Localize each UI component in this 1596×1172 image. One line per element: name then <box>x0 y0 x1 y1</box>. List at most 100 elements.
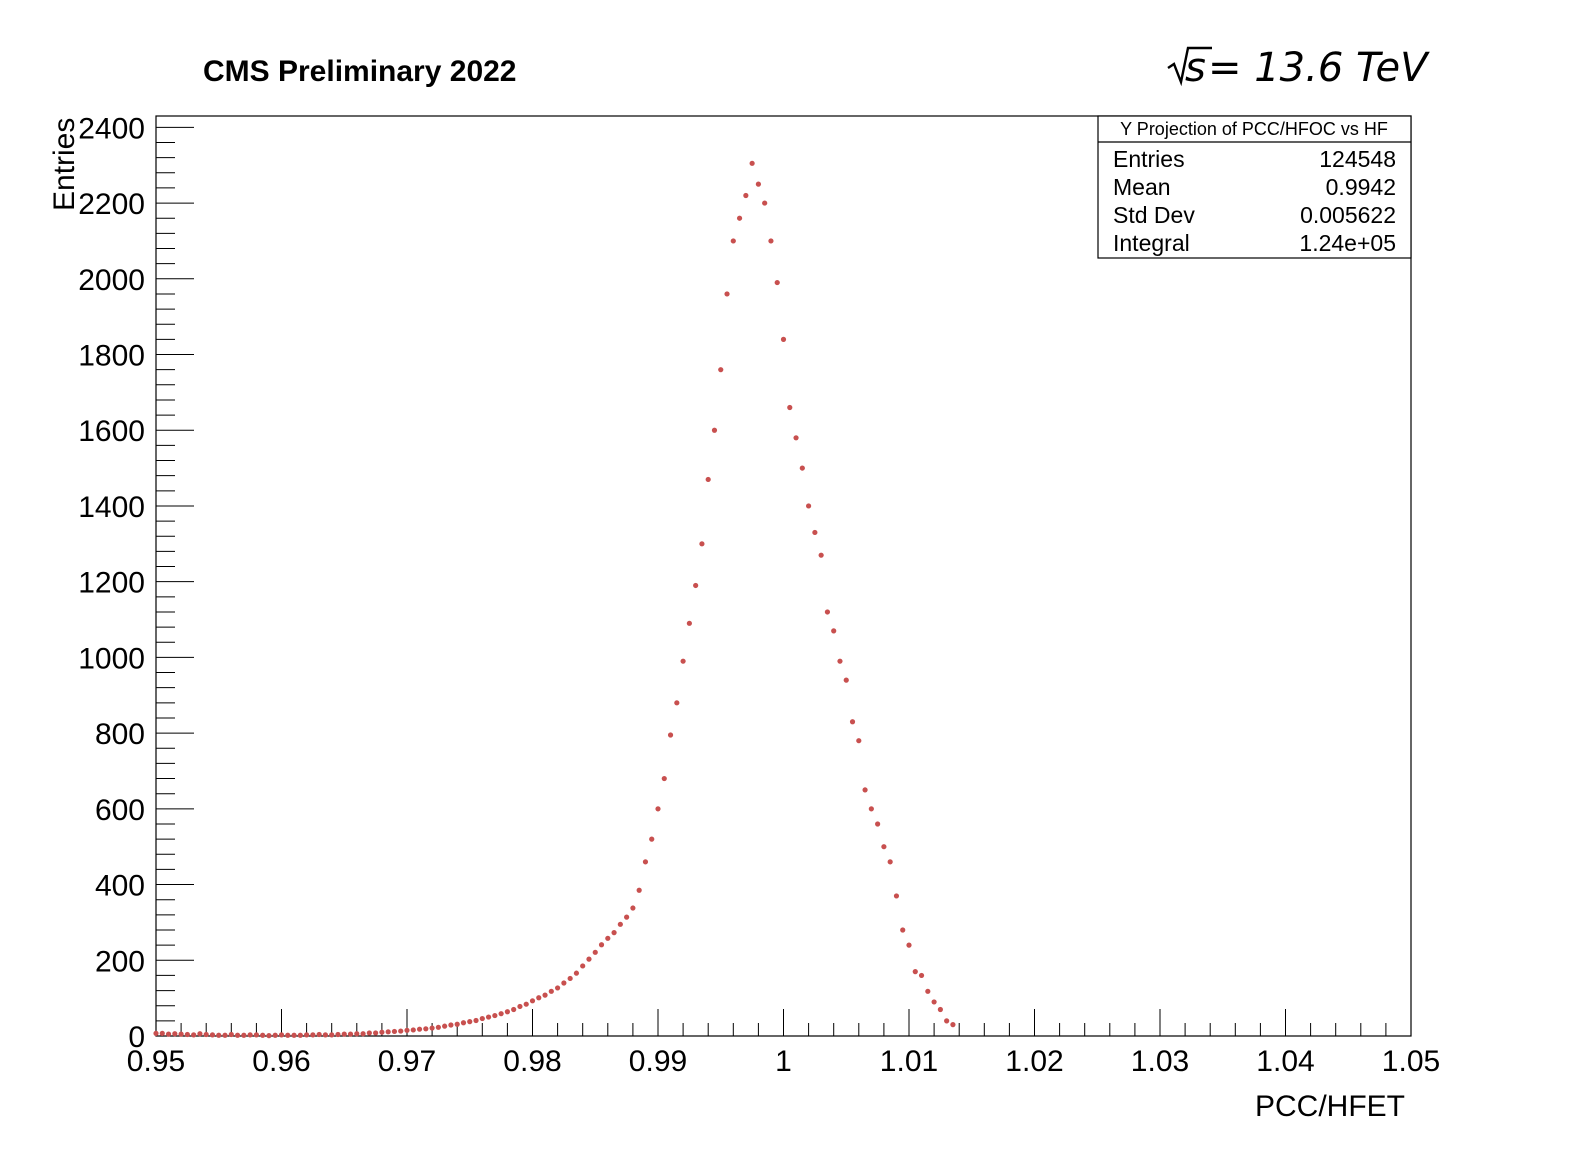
data-point <box>228 1031 234 1038</box>
data-point <box>806 503 812 509</box>
data-point <box>787 404 793 411</box>
data-point <box>586 956 592 962</box>
y-axis-ticks <box>156 126 194 1037</box>
data-point <box>467 1019 473 1025</box>
data-point <box>837 658 843 664</box>
data-point <box>435 1024 441 1030</box>
data-point <box>460 1020 467 1026</box>
data-point <box>517 1003 523 1010</box>
data-point <box>234 1032 241 1038</box>
data-point <box>862 787 868 793</box>
y-axis-tick-labels: 0 200 400 600 800 1000 1200 1400 1600 1800 2000 220… <box>78 112 145 1054</box>
data-point <box>705 476 711 483</box>
data-point <box>780 336 787 342</box>
data-point <box>667 732 674 738</box>
data-point <box>724 291 730 297</box>
x-tick-label: 0.95 <box>127 1045 185 1078</box>
stats-box-frame <box>1097 115 1412 259</box>
energy-value: = 13.6 TeV <box>1208 45 1430 91</box>
x-tick-label: 1 <box>775 1045 792 1078</box>
data-point <box>322 1032 329 1038</box>
data-point <box>222 1032 228 1038</box>
data-point <box>736 215 743 221</box>
y-tick-label: 1400 <box>78 491 145 524</box>
stats-box-rows: Entries 124548 Mean 0.9942 Std Dev 0.005622 In… <box>1113 146 1396 256</box>
data-point <box>906 942 912 948</box>
data-point <box>642 859 649 865</box>
data-point <box>354 1031 360 1037</box>
data-point <box>266 1033 272 1039</box>
data-point <box>184 1031 190 1038</box>
y-tick-label: 1600 <box>78 415 145 448</box>
data-point <box>391 1028 398 1035</box>
data-point <box>818 552 824 558</box>
data-point <box>944 1018 950 1024</box>
y-tick-label: 1000 <box>78 642 145 675</box>
x-tick-label: 1.04 <box>1256 1045 1314 1078</box>
data-point <box>849 719 856 725</box>
data-point <box>404 1027 410 1033</box>
data-point <box>485 1014 492 1020</box>
data-point <box>504 1009 510 1015</box>
data-points <box>153 160 956 1039</box>
data-point <box>743 192 749 199</box>
data-point <box>291 1032 297 1038</box>
data-point <box>931 999 937 1005</box>
data-point <box>216 1032 222 1038</box>
data-point <box>159 1030 165 1036</box>
data-point <box>360 1031 366 1037</box>
data-point <box>580 963 586 969</box>
x-tick-label: 0.99 <box>629 1045 687 1078</box>
data-point <box>912 969 918 975</box>
data-point <box>153 1030 159 1036</box>
data-point <box>624 914 630 920</box>
data-point <box>398 1028 404 1034</box>
data-point <box>617 921 623 927</box>
data-point <box>278 1032 285 1038</box>
data-point <box>191 1032 197 1038</box>
data-point <box>197 1031 203 1037</box>
data-point <box>655 806 661 812</box>
data-point <box>674 700 680 706</box>
data-point <box>165 1031 172 1037</box>
data-point <box>448 1022 454 1028</box>
chart-headline: CMS Preliminary 2022 <box>203 55 517 88</box>
data-point <box>887 859 893 865</box>
data-point <box>918 972 925 979</box>
data-point <box>831 628 837 634</box>
data-point <box>561 980 567 986</box>
data-point <box>479 1015 485 1022</box>
x-tick-label: 1.03 <box>1131 1045 1189 1078</box>
data-point <box>843 677 849 683</box>
y-tick-label: 0 <box>128 1021 145 1054</box>
y-tick-label: 2400 <box>78 112 145 145</box>
data-point <box>366 1030 372 1036</box>
data-point <box>304 1032 310 1038</box>
stats-row-key: Mean <box>1113 174 1171 200</box>
data-point <box>347 1031 354 1037</box>
data-point <box>492 1012 498 1019</box>
data-point <box>529 998 536 1004</box>
data-point <box>410 1027 416 1033</box>
data-point <box>416 1026 423 1032</box>
data-point <box>686 620 692 626</box>
data-point <box>900 927 906 933</box>
sqrt-symbol <box>1167 46 1212 87</box>
y-tick-label: 2200 <box>78 188 145 221</box>
stats-row-key: Entries <box>1113 146 1185 172</box>
data-point <box>680 658 686 664</box>
data-point <box>573 970 580 976</box>
data-point <box>253 1032 259 1038</box>
data-point <box>598 942 605 948</box>
data-point <box>272 1032 278 1038</box>
data-point <box>335 1031 341 1038</box>
data-point <box>498 1011 504 1017</box>
data-point <box>329 1032 335 1038</box>
stats-box-title: Y Projection of PCC/HFOC vs HF <box>1120 119 1388 139</box>
x-tick-label: 0.98 <box>503 1045 561 1078</box>
data-point <box>937 1006 943 1013</box>
data-point <box>385 1029 391 1035</box>
stats-row-key: Integral <box>1113 230 1190 256</box>
data-point <box>636 887 642 893</box>
